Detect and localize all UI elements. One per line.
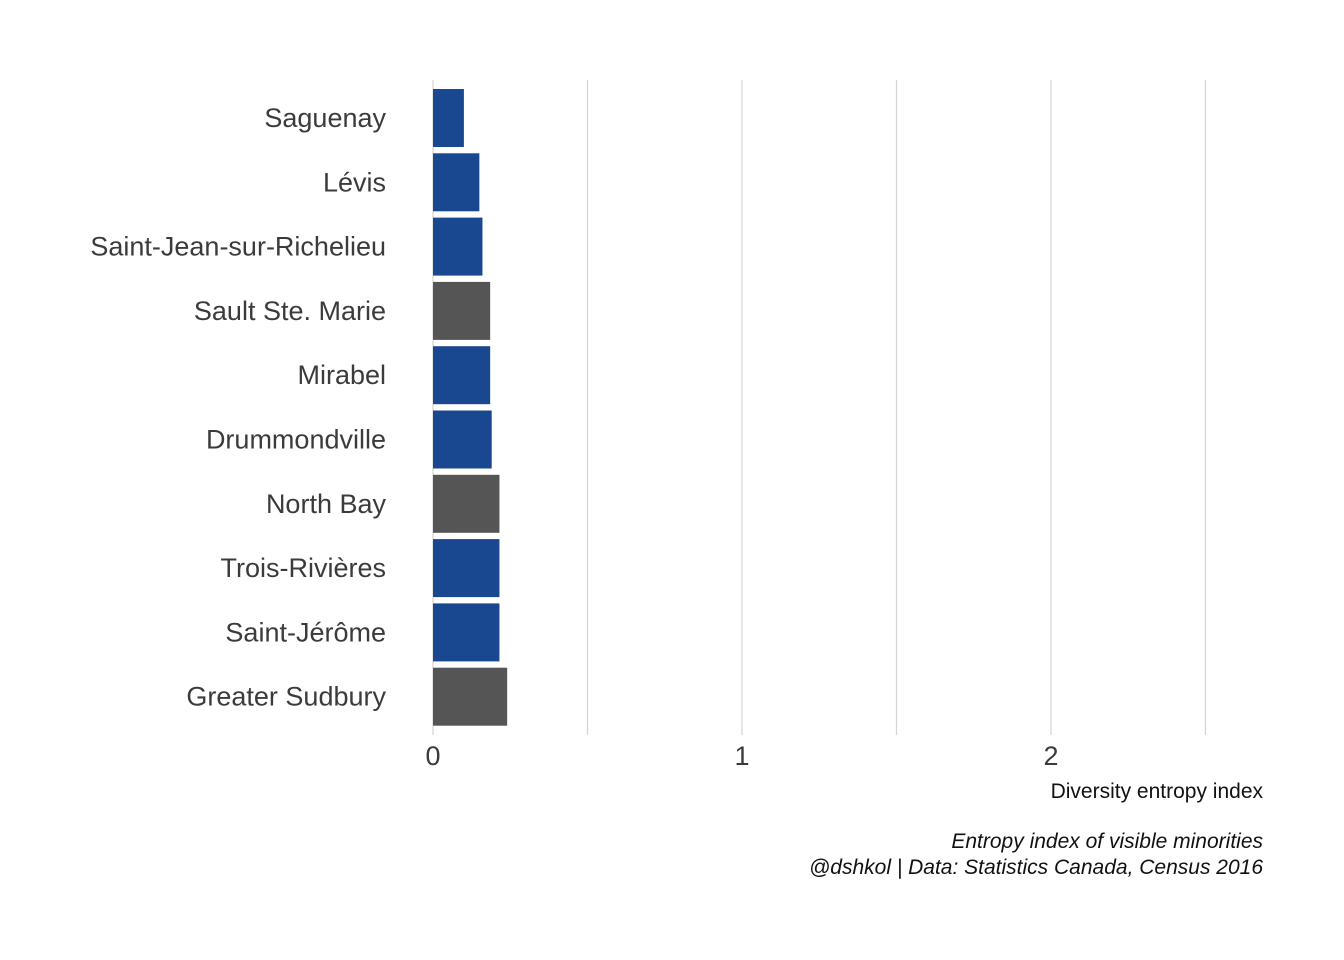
bar (433, 217, 483, 276)
category-labels: Saguenay Lévis Saint-Jean-sur-Richelieu Sau… (90, 103, 386, 712)
x-tick-label: 0 (425, 741, 440, 771)
category-label: Sault Ste. Marie (194, 296, 386, 326)
category-label: Saint-Jean-sur-Richelieu (90, 232, 386, 262)
category-label: Mirabel (297, 360, 386, 390)
x-axis-label: Diversity entropy index (1051, 780, 1264, 803)
x-tick-label: 1 (734, 741, 749, 771)
bar (433, 281, 491, 340)
category-label: Saguenay (264, 103, 386, 133)
caption-title: Entropy index of visible minorities (951, 830, 1263, 853)
category-label: North Bay (266, 489, 387, 519)
category-label: Greater Sudbury (186, 682, 386, 712)
x-tick-label: 2 (1043, 741, 1058, 771)
category-label: Drummondville (206, 425, 386, 455)
category-label: Trois-Rivières (220, 553, 386, 583)
caption-source: @dshkol | Data: Statistics Canada, Censu… (809, 856, 1263, 879)
category-label: Saint-Jérôme (225, 617, 386, 647)
bars (433, 89, 508, 726)
bar (433, 667, 508, 726)
gridlines (432, 80, 1207, 735)
x-tick-labels: 0 1 2 (425, 741, 1058, 771)
bar (433, 410, 492, 469)
bar (433, 603, 500, 662)
bar (433, 346, 491, 405)
bar (433, 539, 500, 598)
bar (433, 474, 500, 533)
bar (433, 89, 464, 147)
category-label: Lévis (323, 167, 386, 197)
bar (433, 153, 480, 212)
